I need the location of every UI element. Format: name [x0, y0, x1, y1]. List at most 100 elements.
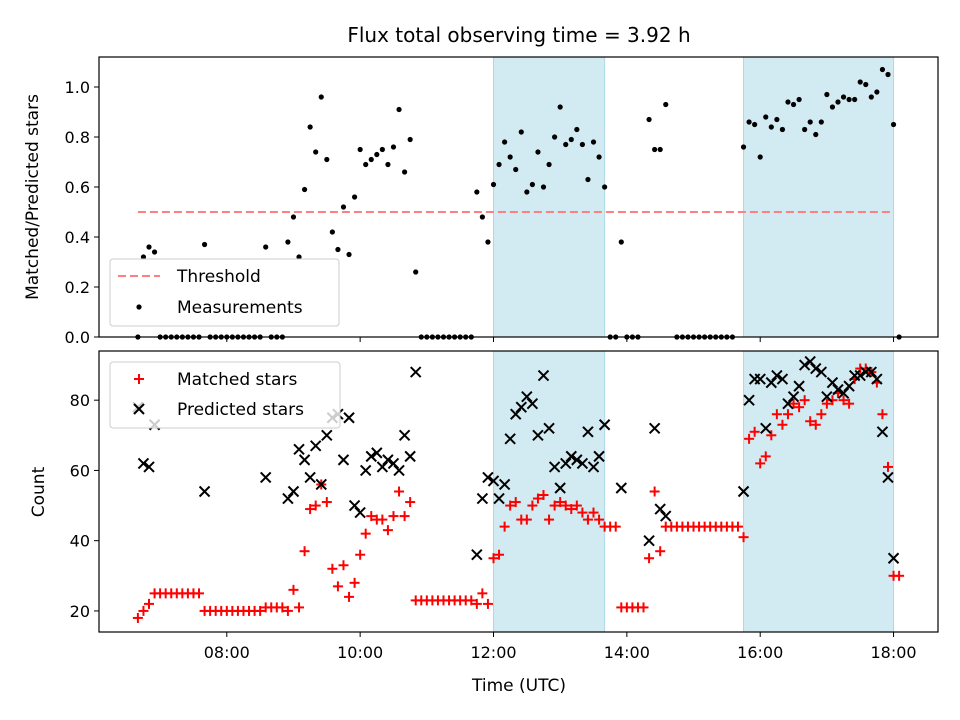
matched-star-point: [366, 511, 377, 522]
predicted-star-point: [404, 450, 416, 463]
measurement-point: [790, 101, 797, 108]
matched-star-point: [732, 521, 743, 532]
matched-star-point: [882, 461, 893, 472]
measurement-point: [396, 106, 402, 113]
measurement-point: [768, 124, 774, 130]
predicted-star-point: [837, 387, 850, 399]
matched-star-point: [377, 514, 388, 525]
predicted-star-point: [598, 419, 611, 431]
measurement-point: [313, 149, 319, 155]
predicted-star-point: [737, 485, 750, 498]
measurement-point: [518, 129, 524, 135]
predicted-star-point: [282, 492, 294, 505]
measurement-point: [490, 181, 497, 188]
predicted-star-point: [771, 369, 783, 382]
matched-star-point: [638, 602, 649, 613]
matched-star-point: [382, 525, 393, 536]
measurement-point: [485, 239, 491, 245]
measurement-point: [829, 104, 836, 110]
predicted-star-point: [376, 461, 389, 473]
matched-star-point: [894, 570, 905, 581]
ratio-highlight-span-1: [492, 56, 606, 338]
predicted-star-point: [526, 397, 539, 410]
predicted-star-point: [615, 482, 627, 494]
measurement-point: [301, 186, 308, 193]
measurement-point: [807, 119, 813, 125]
predicted-star-point: [815, 366, 828, 378]
predicted-star-point: [198, 485, 211, 498]
matched-star-point: [299, 546, 310, 557]
measurement-point: [652, 146, 658, 153]
measurement-point: [535, 149, 541, 155]
matched-star-point: [355, 549, 366, 560]
matched-star-point: [388, 511, 399, 522]
predicted-star-point: [587, 461, 600, 473]
measurement-point: [752, 121, 758, 128]
measurement-point: [151, 249, 158, 255]
measurement-point: [296, 254, 302, 260]
legend-measurements-label: Measurements: [177, 298, 303, 318]
matched-star-point: [488, 553, 499, 564]
chart-title: Flux total observing time = 3.92 h: [347, 23, 690, 47]
predicted-star-point: [471, 549, 483, 561]
measurement-point: [146, 244, 152, 250]
matched-star-point: [877, 409, 888, 420]
measurement-point: [546, 161, 552, 168]
count-y-tick-label: 40: [70, 532, 90, 551]
matched-star-point: [610, 521, 621, 532]
predicted-star-point: [765, 376, 778, 389]
measurement-point: [868, 94, 874, 100]
predicted-star-point: [810, 362, 822, 375]
measurement-point: [496, 161, 502, 168]
predicted-star-point: [832, 383, 844, 396]
measurement-point: [502, 139, 508, 145]
predicted-star-point: [826, 376, 839, 389]
matched-star-point: [794, 402, 805, 413]
predicted-star-point: [498, 478, 511, 491]
matched-star-point: [805, 416, 816, 427]
matched-star-point: [821, 398, 832, 409]
ratio-y-tick-label: 0.0: [65, 328, 90, 347]
measurement-point: [802, 126, 808, 133]
measurement-point: [201, 241, 208, 248]
predicted-star-point: [521, 390, 533, 403]
matched-star-point: [327, 563, 338, 574]
predicted-star-point: [137, 457, 150, 470]
matched-star-point: [755, 458, 766, 469]
predicted-star-point: [576, 457, 589, 470]
predicted-star-point: [798, 359, 811, 371]
matched-star-point: [538, 490, 549, 501]
predicted-star-point: [821, 390, 833, 403]
predicted-star-point: [876, 426, 889, 438]
measurement-point: [835, 99, 841, 105]
predicted-star-point: [582, 426, 594, 438]
measurement-point: [840, 94, 847, 100]
legend-threshold-label: Threshold: [176, 267, 261, 287]
measurement-point: [379, 146, 385, 153]
measurement-point: [263, 244, 269, 250]
matched-star-point: [399, 511, 410, 522]
count-y-tick-label: 80: [70, 391, 90, 410]
predicted-star-point: [660, 510, 672, 522]
measurement-point: [885, 71, 891, 78]
ratio-y-tick-label: 1.0: [65, 78, 90, 97]
measurement-point: [646, 116, 652, 123]
matched-star-point: [532, 493, 543, 504]
predicted-star-point: [410, 366, 422, 378]
matched-star-point: [505, 500, 516, 511]
matched-star-point: [838, 395, 849, 406]
predicted-star-point: [754, 373, 766, 385]
predicted-star-point: [515, 401, 527, 413]
ratio-panel-frame: [98, 56, 939, 338]
matched-star-point: [494, 549, 505, 560]
measurement-point: [590, 139, 597, 145]
matched-star-point: [577, 507, 588, 518]
legend-measurements-swatch: [136, 304, 142, 310]
measurement-point: [318, 94, 324, 100]
count-y-tick-label: 20: [70, 602, 90, 621]
measurement-point: [890, 121, 897, 128]
measurement-point: [351, 194, 358, 200]
measurement-point: [140, 254, 147, 260]
